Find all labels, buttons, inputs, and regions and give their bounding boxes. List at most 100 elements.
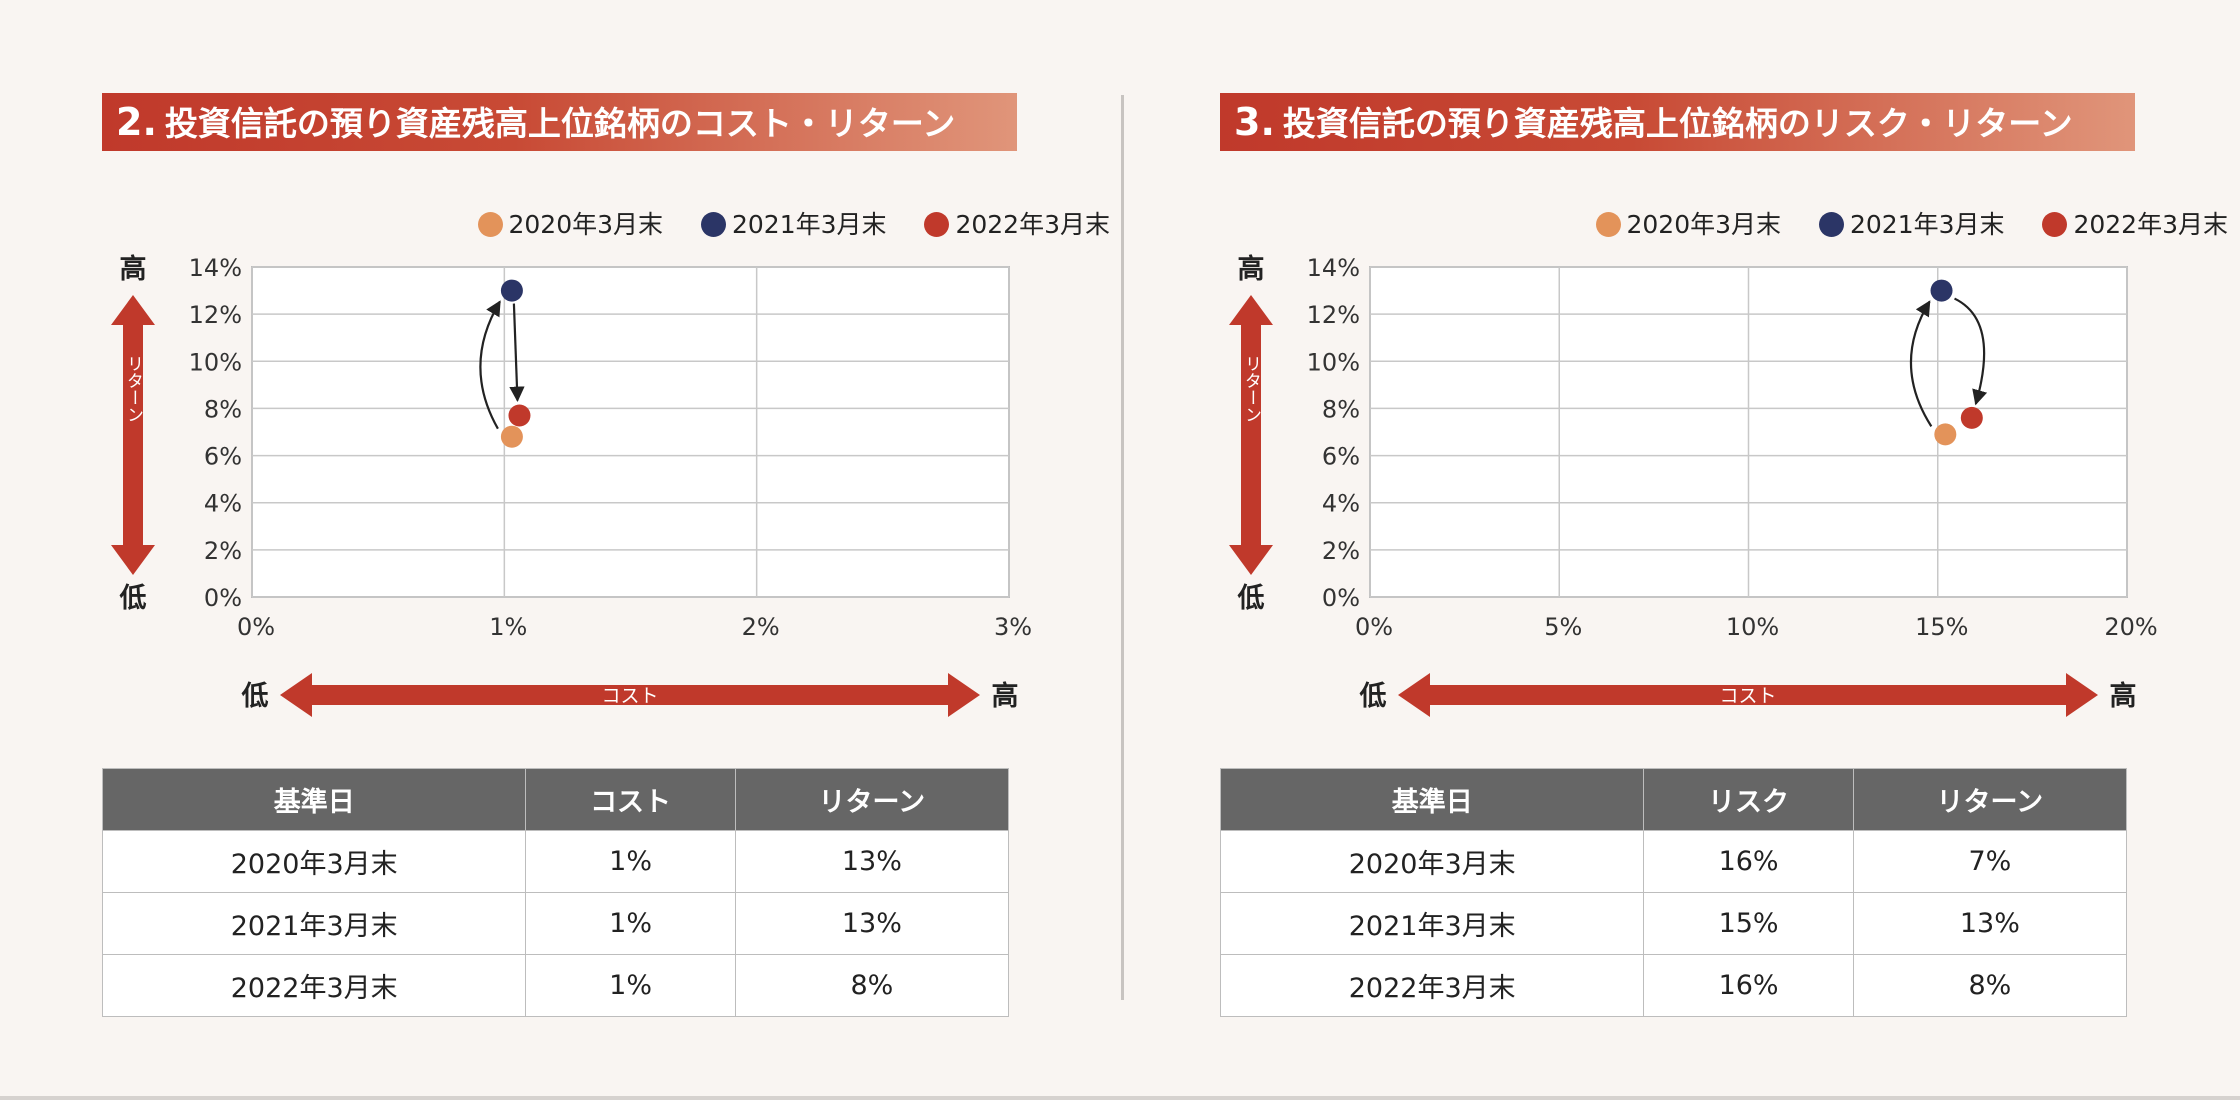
y-tick-label: 6% xyxy=(204,443,242,471)
legend-label-2022: 2022年3月末 xyxy=(2073,210,2228,239)
transition-arrow-2020-2021 xyxy=(1909,300,1933,427)
data-point xyxy=(1960,406,1983,429)
x-tick-label: 20% xyxy=(2104,613,2157,641)
legend-dot-2021 xyxy=(1818,212,1844,237)
table-header-row: 基準日 コスト リターン xyxy=(101,768,1010,831)
transition-arrow-2021-2022 xyxy=(509,303,525,403)
x-tick-label: 0% xyxy=(1355,613,1393,641)
y-axis-high-label: 高 xyxy=(1238,253,1265,285)
x-tick-label: 0% xyxy=(237,613,275,641)
y-tick-label: 14% xyxy=(189,254,242,282)
x-tick-label: 10% xyxy=(1726,613,1779,641)
x-axis-double-arrow xyxy=(1398,673,2098,717)
table-cell: 2020年3月末 xyxy=(101,830,527,893)
section-title-text: 投資信託の預り資産残高上位銘柄のリスク・リターン xyxy=(1282,104,2073,143)
table-cell: 8% xyxy=(734,954,1010,1017)
legend-item-2022: 2022年3月末 xyxy=(924,205,1110,241)
y-tick-label: 4% xyxy=(1322,490,1360,518)
table-header-row: 基準日 リスク リターン xyxy=(1219,768,2128,831)
cost-return-panel: 2. 投資信託の預り資産残高上位銘柄のコスト・リターン 2020年3月末 2021… xyxy=(100,0,1110,1100)
table-cell: 16% xyxy=(1643,830,1854,893)
table-cell: 15% xyxy=(1643,892,1854,955)
y-tick-label: 2% xyxy=(204,537,242,565)
table-header-return: リターン xyxy=(734,768,1010,831)
y-tick-label: 10% xyxy=(189,348,242,376)
legend-label-2021: 2021年3月末 xyxy=(1849,210,2005,239)
risk-return-table: 基準日 リスク リターン 2020年3月末 16% 7% 2021年3月末 15… xyxy=(1219,768,2128,1017)
table-cell: 2020年3月末 xyxy=(1219,830,1645,893)
x-tick-label: 2% xyxy=(742,613,780,641)
data-point xyxy=(1930,279,1953,302)
risk-return-chart: 0%2%4%6%8%10%12%14%0% 5% 10% 15% 20%高低リターン低高… xyxy=(1229,253,2158,717)
table-cell: 2022年3月末 xyxy=(1219,954,1645,1017)
section-number: 2. xyxy=(116,100,157,144)
risk-return-panel: 3. 投資信託の預り資産残高上位銘柄のリスク・リターン 2020年3月末 2021… xyxy=(1218,0,2228,1100)
y-tick-label: 4% xyxy=(204,490,242,518)
legend-item-2021: 2021年3月末 xyxy=(1818,205,2005,241)
section-number: 3. xyxy=(1234,100,1275,144)
x-tick-label: 15% xyxy=(1915,613,1968,641)
cost-return-table: 基準日 コスト リターン 2020年3月末 1% 13% 2021年3月末 1%… xyxy=(101,768,1010,1017)
x-tick-label: 1% xyxy=(489,613,527,641)
transition-arrow-2020-2021 xyxy=(479,300,501,430)
table-cell: 2021年3月末 xyxy=(101,892,527,955)
x-axis-arrow-text: コスト xyxy=(601,685,658,707)
legend-item-2021: 2021年3月末 xyxy=(700,205,887,241)
transition-arrow-2021-2022 xyxy=(1954,297,1988,406)
x-axis-low-label: 低 xyxy=(241,681,269,712)
table-header-date: 基準日 xyxy=(1219,768,1645,831)
table-cell: 1% xyxy=(525,892,736,955)
y-tick-label: 12% xyxy=(1307,301,1360,329)
table-cell: 13% xyxy=(734,830,1010,893)
y-tick-label: 0% xyxy=(204,584,242,612)
table-cell: 13% xyxy=(734,892,1010,955)
plot-area xyxy=(251,266,1010,598)
section-title-cost-return: 2. 投資信託の預り資産残高上位銘柄のコスト・リターン xyxy=(102,93,1017,151)
y-tick-label: 14% xyxy=(1307,254,1360,282)
y-tick-label: 6% xyxy=(1322,443,1360,471)
table-row: 2022年3月末 1% 8% xyxy=(101,954,1010,1017)
data-point xyxy=(500,425,523,448)
table-cell: 2021年3月末 xyxy=(1219,892,1645,955)
table-row: 2022年3月末 16% 8% xyxy=(1219,954,2128,1017)
table-header-return: リターン xyxy=(1852,768,2128,831)
table-cell: 16% xyxy=(1643,954,1854,1017)
x-axis-high-label: 高 xyxy=(2110,680,2137,712)
legend-dot-2022 xyxy=(2042,212,2068,237)
table-cell: 1% xyxy=(525,830,736,893)
x-axis-double-arrow xyxy=(280,673,980,717)
table-cell: 13% xyxy=(1852,892,2128,955)
y-tick-label: 0% xyxy=(1322,584,1360,612)
chart-legend: 2020年3月末 2021年3月末 2022年3月末 xyxy=(100,205,1110,241)
table-cell: 1% xyxy=(525,954,736,1017)
x-axis-high-label: 高 xyxy=(992,680,1019,712)
legend-item-2022: 2022年3月末 xyxy=(2042,205,2228,241)
legend-dot-2020 xyxy=(477,212,503,237)
y-tick-label: 8% xyxy=(204,395,242,423)
chart-legend: 2020年3月末 2021年3月末 2022年3月末 xyxy=(1218,205,2228,241)
data-point xyxy=(1934,423,1957,446)
legend-label-2020: 2020年3月末 xyxy=(508,210,664,239)
y-tick-label: 2% xyxy=(1322,537,1360,565)
data-point xyxy=(508,404,531,427)
y-axis-low-label: 低 xyxy=(119,583,147,614)
table-cell: 7% xyxy=(1852,830,2128,893)
panel-divider xyxy=(1121,95,1124,1000)
section-title-risk-return: 3. 投資信託の預り資産残高上位銘柄のリスク・リターン xyxy=(1220,93,2135,151)
table-row: 2020年3月末 16% 7% xyxy=(1219,830,2128,893)
data-point xyxy=(500,279,523,302)
table-header-date: 基準日 xyxy=(101,768,527,831)
x-tick-label: 3% xyxy=(994,613,1032,641)
table-row: 2021年3月末 1% 13% xyxy=(101,892,1010,955)
y-axis-arrow-text: リターン xyxy=(123,355,143,423)
legend-label-2022: 2022年3月末 xyxy=(955,210,1110,239)
y-axis-double-arrow xyxy=(1229,295,1273,575)
x-axis-low-label: 低 xyxy=(1359,681,1387,712)
y-tick-label: 8% xyxy=(1322,395,1360,423)
y-tick-label: 10% xyxy=(1307,348,1360,376)
legend-dot-2022 xyxy=(924,212,950,237)
legend-item-2020: 2020年3月末 xyxy=(477,205,664,241)
section-title-text: 投資信託の預り資産残高上位銘柄のコスト・リターン xyxy=(164,104,956,143)
y-axis-arrow-text: リターン xyxy=(1241,355,1261,423)
